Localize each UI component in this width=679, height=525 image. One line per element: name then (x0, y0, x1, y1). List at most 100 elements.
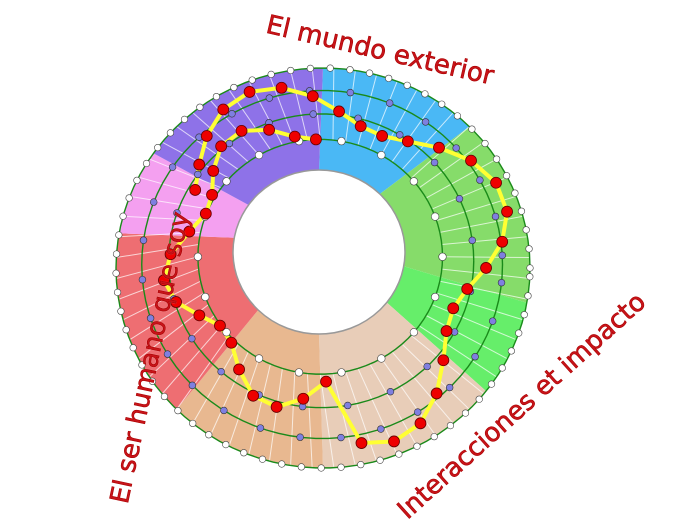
inner-node (497, 278, 506, 287)
spoke-line (332, 68, 335, 141)
outer-node (395, 450, 403, 458)
outer-node (481, 139, 489, 148)
highlight-node (270, 401, 283, 413)
highlight-node (263, 123, 276, 136)
spoke-line (319, 374, 335, 468)
highlight-node (199, 207, 212, 220)
outer-node (515, 329, 523, 337)
ring-node (193, 252, 202, 261)
inner-node (337, 433, 345, 442)
highlight-node (193, 309, 206, 322)
spoke-line (439, 280, 528, 300)
highlight-node (217, 103, 230, 116)
spoke-line (161, 325, 222, 395)
spoke-line (290, 371, 296, 466)
highlight-node (233, 363, 245, 376)
inner-node (173, 209, 181, 217)
ring-diagram (112, 64, 534, 472)
outer-node (287, 66, 295, 75)
inner-node (421, 118, 430, 126)
inner-node (256, 424, 265, 432)
outer-node (278, 460, 286, 468)
outer-node (306, 64, 314, 72)
inner-node (138, 275, 147, 284)
spoke-line (268, 74, 296, 143)
highlight-node (447, 302, 460, 315)
spoke-line (129, 195, 209, 210)
outer-node (503, 172, 511, 180)
outer-node (154, 144, 162, 152)
ring-node (337, 368, 346, 377)
ring-node (431, 292, 440, 302)
spoke-line (123, 215, 204, 222)
outer-node (446, 422, 455, 430)
inner-node (163, 350, 172, 358)
inner-node (309, 110, 317, 118)
inner-node (386, 387, 395, 396)
highlight-node (490, 176, 502, 189)
inner-node (423, 362, 431, 371)
ring-node (409, 177, 418, 186)
inner-node (455, 195, 464, 203)
highlight-node (235, 124, 248, 137)
inner-node (343, 401, 352, 410)
outer-node (524, 292, 532, 300)
spoke-line (149, 158, 222, 189)
highlight-node (243, 86, 256, 98)
spoke-line (118, 268, 199, 300)
spoke-line (441, 236, 528, 246)
outer-node (248, 76, 256, 84)
highlight-node (501, 205, 513, 218)
ring-node (254, 354, 264, 363)
outer-node (453, 112, 462, 120)
spoke-line (138, 176, 215, 199)
spoke-line (401, 343, 470, 410)
outer-node (376, 456, 384, 464)
inner-node (430, 158, 439, 167)
outer-node (112, 250, 121, 258)
spoke-line (401, 112, 454, 170)
highlight-node (214, 319, 226, 332)
inner-node (491, 212, 500, 221)
highlight-node (275, 81, 288, 94)
highlight-node (189, 184, 202, 196)
highlight-node (158, 274, 170, 287)
ring-node (438, 252, 447, 261)
outer-node (468, 125, 476, 133)
spoke-line (345, 371, 378, 462)
outer-node (205, 431, 213, 439)
spoke-line (418, 141, 485, 189)
inner-node (188, 381, 197, 390)
outer-node (357, 461, 365, 469)
ring-node (409, 328, 418, 337)
ring-node (337, 137, 346, 146)
spoke-line (268, 368, 283, 462)
spoke-line (439, 215, 524, 233)
inner-node (228, 110, 236, 118)
outer-node (403, 81, 411, 89)
outer-node (222, 440, 230, 449)
spoke-line (122, 280, 201, 321)
highlight-node (333, 105, 345, 118)
spoke-line (425, 158, 497, 199)
inner-node (146, 314, 155, 322)
inner-node (452, 144, 460, 152)
spoke-line (116, 256, 199, 279)
outer-node (174, 407, 182, 415)
inner-node (471, 353, 479, 361)
outer-node (461, 409, 470, 417)
spoke-line (228, 358, 260, 447)
highlight-node (437, 354, 450, 367)
outer-node (212, 92, 220, 101)
spoke-line (129, 292, 205, 341)
outer-node (180, 115, 189, 123)
highlight-node (170, 296, 182, 308)
spoke-line (436, 292, 524, 321)
highlight-node (354, 120, 367, 133)
spoke-line (116, 244, 199, 259)
sector (153, 68, 323, 205)
spoke-line (345, 70, 356, 143)
spoke-lines (116, 68, 530, 468)
highlight-node (215, 140, 228, 153)
ring-node (222, 177, 231, 186)
